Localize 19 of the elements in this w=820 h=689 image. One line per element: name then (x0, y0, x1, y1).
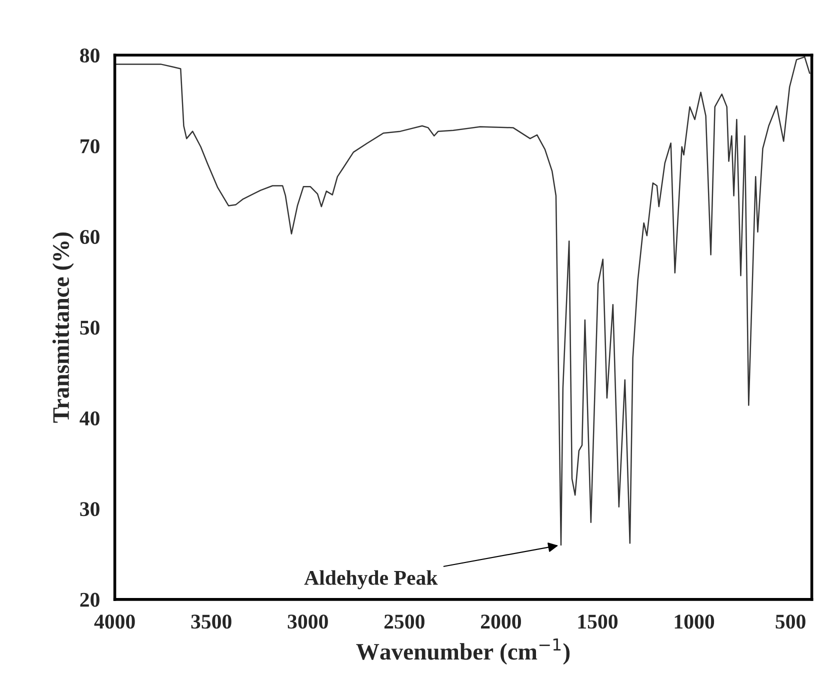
y-tick-label: 40 (80, 411, 100, 426)
y-axis-title: Transmittance (%) (52, 232, 74, 423)
x-tick-label: 2500 (384, 614, 424, 629)
y-tick-label: 30 (80, 502, 100, 516)
y-tick-label: 20 (80, 592, 100, 607)
x-axis-title: Wavenumber (cm$^{−1}$) (356, 638, 570, 665)
y-tick-label: 70 (80, 139, 100, 154)
x-tick-label: 2000 (480, 614, 521, 629)
line-series (114, 56, 810, 546)
y-tick-label: 50 (80, 320, 100, 335)
y-tick-label: 80 (80, 48, 100, 63)
y-tick-label: 60 (80, 230, 100, 244)
x-tick-label: 1000 (674, 614, 714, 629)
annotation: Aldehyde Peak (304, 570, 438, 590)
x-tick-label: 1500 (578, 614, 618, 629)
x-tick-label: 3500 (191, 614, 232, 629)
x-tick-label: 3000 (288, 614, 328, 629)
x-tick-label: 500 (776, 614, 806, 629)
x-tick-label: 4000 (94, 614, 135, 629)
